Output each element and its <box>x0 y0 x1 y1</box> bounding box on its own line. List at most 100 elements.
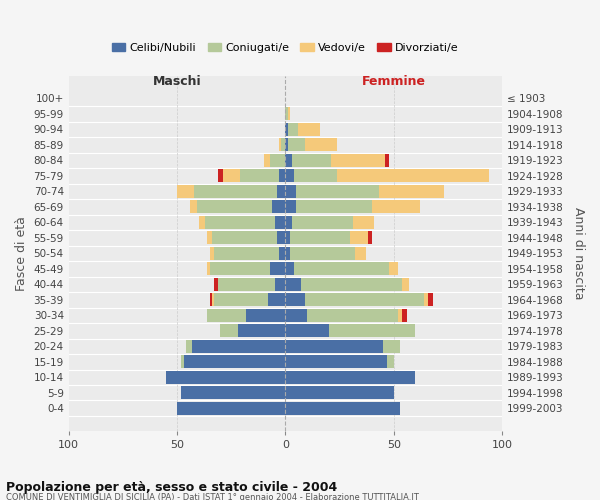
Bar <box>305 138 337 151</box>
Bar <box>286 340 383 353</box>
Bar <box>177 185 194 198</box>
Bar <box>286 216 292 229</box>
Bar <box>287 138 305 151</box>
Bar <box>270 154 286 167</box>
Bar <box>199 216 205 229</box>
Bar <box>205 216 275 229</box>
Bar <box>424 293 428 306</box>
Bar <box>272 200 286 213</box>
Bar <box>194 185 277 198</box>
Bar <box>305 293 424 306</box>
Bar <box>214 278 218 291</box>
Bar <box>185 340 192 353</box>
Bar <box>385 154 389 167</box>
Bar <box>379 185 443 198</box>
Text: Maschi: Maschi <box>153 74 202 88</box>
Bar <box>337 170 489 182</box>
Bar <box>277 185 286 198</box>
Bar <box>275 216 286 229</box>
Bar <box>212 231 277 244</box>
Y-axis label: Anni di nascita: Anni di nascita <box>572 207 585 300</box>
Bar <box>218 278 275 291</box>
Bar <box>208 308 247 322</box>
Bar <box>403 278 409 291</box>
Bar <box>218 170 223 182</box>
Bar <box>177 402 286 415</box>
Bar <box>296 200 372 213</box>
Bar <box>286 324 329 338</box>
Bar <box>286 108 287 120</box>
Bar <box>389 262 398 276</box>
Text: COMUNE DI VENTIMIGLIA DI SICILIA (PA) - Dati ISTAT 1° gennaio 2004 - Elaborazion: COMUNE DI VENTIMIGLIA DI SICILIA (PA) - … <box>6 492 419 500</box>
Bar <box>286 154 292 167</box>
Bar <box>290 246 355 260</box>
Bar <box>286 278 301 291</box>
Bar <box>383 340 400 353</box>
Bar <box>268 293 286 306</box>
Bar <box>279 246 286 260</box>
Bar <box>286 293 305 306</box>
Bar <box>209 293 212 306</box>
Bar <box>238 324 286 338</box>
Bar <box>286 370 415 384</box>
Bar <box>275 278 286 291</box>
Bar <box>281 138 286 151</box>
Bar <box>286 170 294 182</box>
Bar <box>208 231 212 244</box>
Bar <box>192 340 286 353</box>
Bar <box>209 262 270 276</box>
Bar <box>263 154 270 167</box>
Bar <box>279 138 281 151</box>
Bar <box>298 123 320 136</box>
Bar <box>403 308 407 322</box>
Bar <box>286 231 290 244</box>
Bar <box>212 293 214 306</box>
Bar <box>387 355 394 368</box>
Bar <box>372 200 420 213</box>
Bar <box>301 278 403 291</box>
Text: Femmine: Femmine <box>362 74 426 88</box>
Bar <box>398 308 403 322</box>
Bar <box>296 185 379 198</box>
Bar <box>181 386 286 400</box>
Bar <box>329 324 415 338</box>
Bar <box>286 138 287 151</box>
Bar <box>277 231 286 244</box>
Bar <box>286 246 290 260</box>
Bar <box>287 123 298 136</box>
Bar <box>350 231 368 244</box>
Bar <box>294 170 337 182</box>
Bar <box>355 246 365 260</box>
Bar <box>223 170 240 182</box>
Legend: Celibi/Nubili, Coniugati/e, Vedovi/e, Divorziati/e: Celibi/Nubili, Coniugati/e, Vedovi/e, Di… <box>107 38 463 58</box>
Bar <box>368 231 372 244</box>
Bar <box>286 123 287 136</box>
Bar <box>184 355 286 368</box>
Bar <box>286 185 296 198</box>
Bar <box>279 170 286 182</box>
Bar <box>287 108 290 120</box>
Bar <box>286 308 307 322</box>
Bar <box>292 216 353 229</box>
Bar <box>286 262 294 276</box>
Bar <box>214 246 279 260</box>
Bar <box>208 262 209 276</box>
Bar <box>166 370 286 384</box>
Bar <box>286 355 387 368</box>
Bar <box>286 386 394 400</box>
Bar <box>214 293 268 306</box>
Bar <box>247 308 286 322</box>
Bar <box>428 293 433 306</box>
Bar <box>307 308 398 322</box>
Text: Popolazione per età, sesso e stato civile - 2004: Popolazione per età, sesso e stato civil… <box>6 481 337 494</box>
Bar <box>294 262 389 276</box>
Bar <box>220 324 238 338</box>
Bar <box>290 231 350 244</box>
Bar <box>286 200 296 213</box>
Bar <box>292 154 331 167</box>
Bar <box>197 200 272 213</box>
Bar <box>353 216 374 229</box>
Bar <box>286 402 400 415</box>
Bar <box>209 246 214 260</box>
Bar <box>270 262 286 276</box>
